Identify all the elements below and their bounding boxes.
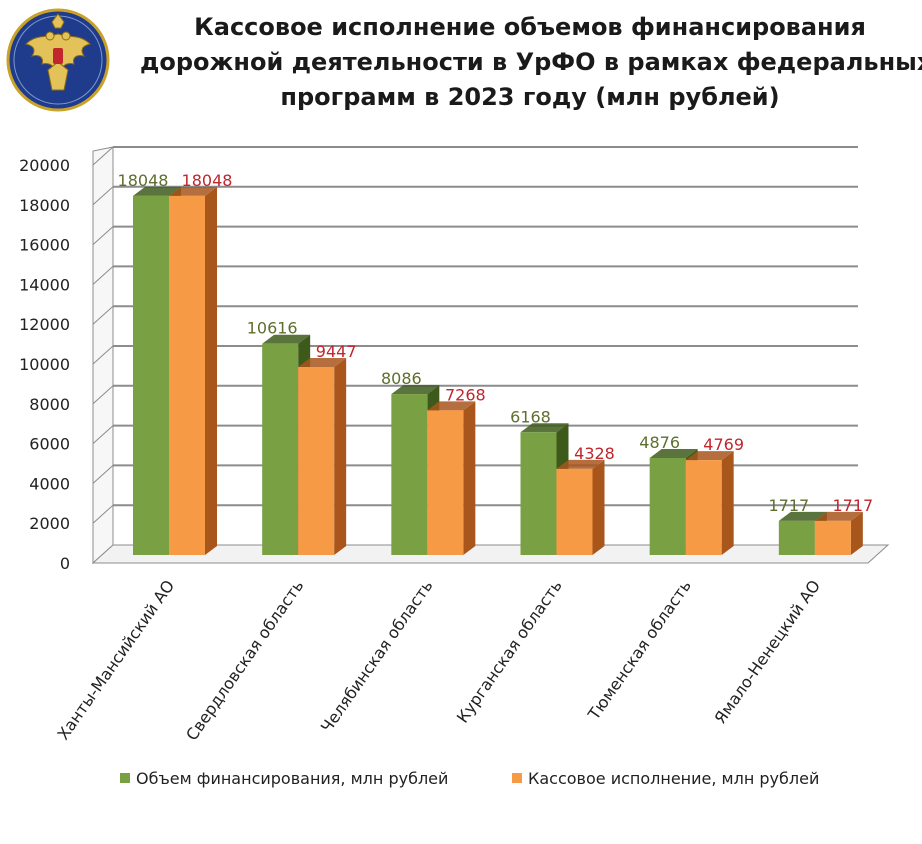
bar-funding-4 bbox=[520, 432, 557, 555]
data-label: 18048 bbox=[118, 171, 169, 190]
data-label: 1717 bbox=[768, 496, 809, 515]
bar-funding-6 bbox=[778, 520, 815, 555]
gridline-side bbox=[92, 465, 114, 484]
data-label: 4328 bbox=[574, 444, 615, 463]
gridline-side bbox=[92, 504, 114, 524]
chart-title-line-2: дорожной деятельности в УрФО в рамках фе… bbox=[140, 48, 922, 76]
y-tick-label: 12000 bbox=[19, 315, 70, 334]
data-label: 9447 bbox=[316, 342, 357, 361]
bar-execution-3 bbox=[427, 410, 464, 555]
data-label: 18048 bbox=[182, 171, 233, 190]
bar-top-2-2 bbox=[298, 358, 347, 368]
x-category-label: Курганская область bbox=[453, 576, 566, 726]
bar-execution-6 bbox=[814, 520, 851, 555]
gridline-side bbox=[92, 305, 114, 325]
gridline-side bbox=[92, 186, 114, 206]
data-label: 10616 bbox=[247, 319, 298, 338]
bar-top-1-6 bbox=[778, 511, 827, 521]
bar-funding-5 bbox=[649, 457, 686, 555]
bar-top-1-4 bbox=[520, 423, 569, 433]
chart-title-line-3: программ в 2023 году (млн рублей) bbox=[280, 83, 780, 111]
y-tick-label: 18000 bbox=[19, 196, 70, 215]
bar-side-2-6 bbox=[850, 511, 863, 555]
eagle-emblem-icon bbox=[6, 8, 110, 112]
chart-title-line-1: Кассовое исполнение объемов финансирован… bbox=[194, 13, 866, 41]
data-label: 7268 bbox=[445, 385, 486, 404]
bar-side-2-3 bbox=[463, 401, 476, 555]
x-category-label: Челябинская область bbox=[317, 576, 437, 736]
bar-top-1-1 bbox=[133, 186, 181, 196]
bar-side-2-5 bbox=[721, 451, 734, 555]
bar-top-2-6 bbox=[814, 511, 863, 521]
bar-top-2-5 bbox=[685, 451, 734, 461]
legend-label-series-1: Объем финансирования, млн рублей bbox=[136, 768, 449, 788]
legend-swatch-orange bbox=[512, 773, 522, 783]
data-label: 8086 bbox=[381, 369, 422, 388]
y-tick-label: 10000 bbox=[19, 355, 70, 374]
bar-execution-4 bbox=[556, 468, 593, 555]
y-tick-label: 4000 bbox=[29, 474, 70, 493]
bar-execution-5 bbox=[685, 460, 722, 555]
bar-side-2-4 bbox=[592, 459, 605, 555]
emblem-logo bbox=[6, 4, 110, 112]
gridline-side bbox=[92, 385, 114, 405]
y-tick-label: 20000 bbox=[19, 156, 70, 175]
legend-label-series-2: Кассовое исполнение, млн рублей bbox=[528, 768, 820, 788]
y-tick-label: 0 bbox=[60, 554, 70, 573]
y-tick-label: 16000 bbox=[19, 236, 70, 255]
legend-item-series-1: Объем финансирования, млн рублей bbox=[120, 768, 448, 788]
chart-title: Кассовое исполнение объемов финансирован… bbox=[140, 10, 922, 115]
data-label: 1717 bbox=[832, 496, 873, 515]
y-tick-label: 8000 bbox=[29, 395, 70, 414]
bar-top-1-2 bbox=[262, 334, 311, 344]
legend-item-series-2: Кассовое исполнение, млн рублей bbox=[512, 768, 819, 788]
bar-side-2-2 bbox=[334, 358, 347, 555]
bar-funding-1 bbox=[133, 195, 169, 556]
x-category-label: Тюменская область bbox=[584, 576, 695, 724]
gridline-side bbox=[92, 345, 114, 365]
bar-top-1-5 bbox=[649, 448, 698, 458]
bar-funding-3 bbox=[391, 394, 428, 555]
y-tick-label: 2000 bbox=[29, 514, 70, 533]
bar-top-2-4 bbox=[556, 459, 605, 469]
bar-side-2-1 bbox=[205, 186, 217, 556]
y-tick-label: 6000 bbox=[29, 435, 70, 454]
bar-funding-2 bbox=[262, 343, 299, 555]
x-category-label: Ямало-Ненецкий АО bbox=[711, 576, 825, 727]
gridline-side bbox=[92, 146, 114, 166]
gridline-side bbox=[92, 425, 114, 444]
data-label: 6168 bbox=[510, 407, 551, 426]
bar-top-1-3 bbox=[391, 385, 440, 395]
bar-chart: 0 2000 4000 6000 8000 10000 12000 14000 16000 180… bbox=[19, 146, 890, 744]
gridline-side bbox=[92, 226, 114, 245]
bar-execution-2 bbox=[298, 367, 335, 555]
bar-top-2-1 bbox=[169, 186, 217, 196]
x-category-label: Ханты-Мансийский АО bbox=[53, 576, 178, 743]
x-category-label: Свердловская область bbox=[182, 576, 307, 744]
y-tick-label: 14000 bbox=[19, 275, 70, 294]
gridline-side bbox=[92, 266, 114, 285]
bar-execution-1 bbox=[169, 195, 205, 556]
data-label: 4876 bbox=[639, 433, 680, 452]
data-label: 4769 bbox=[703, 435, 744, 454]
legend-swatch-green bbox=[120, 773, 130, 783]
bar-top-2-3 bbox=[427, 401, 476, 411]
